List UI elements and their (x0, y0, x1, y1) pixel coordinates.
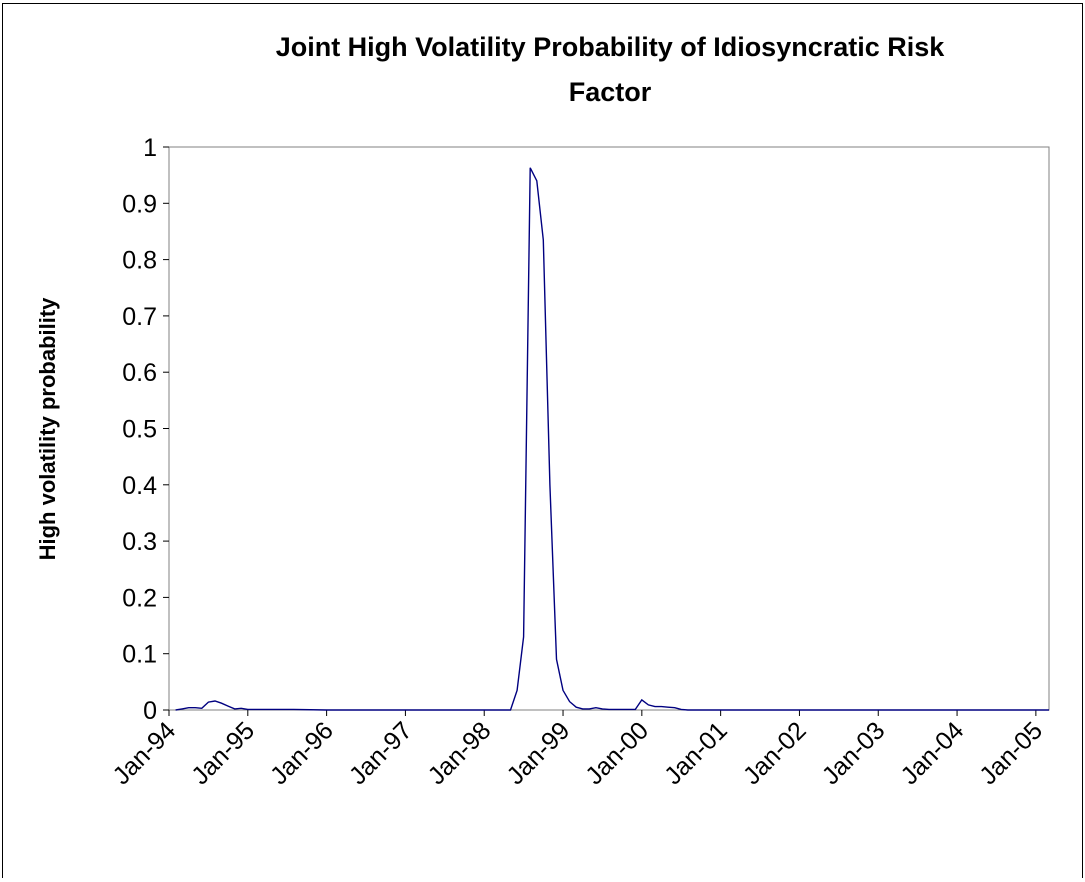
y-tick-label: 1 (143, 134, 157, 162)
y-axis-label: High volatility probability (35, 297, 60, 561)
y-tick-label: 0.8 (122, 247, 157, 275)
series-line-high-volatility (175, 167, 1049, 711)
x-tick-label: Jan-95 (186, 716, 260, 790)
x-tick-label: Jan-99 (501, 716, 575, 790)
chart-title-line-2: Factor (569, 77, 652, 107)
x-tick-label: Jan-04 (895, 716, 969, 790)
plot-area (168, 146, 1050, 711)
y-tick-label: 0 (143, 697, 157, 725)
x-tick-label: Jan-00 (580, 716, 654, 790)
y-axis-ticks: 0 0.1 0.2 0.3 0.4 0.5 0.6 0.7 0.8 0.9 1 (122, 134, 169, 725)
y-tick-label: 0.2 (122, 584, 157, 612)
chart-frame (2, 3, 1083, 878)
x-tick-label: Jan-05 (974, 716, 1048, 790)
y-tick-label: 0.9 (122, 190, 157, 218)
x-tick-label: Jan-03 (817, 716, 891, 790)
y-tick-label: 0.5 (122, 416, 157, 444)
chart-title-line-1: Joint High Volatility Probability of Idi… (276, 32, 946, 62)
x-tick-label: Jan-01 (659, 716, 733, 790)
x-axis-ticks: Jan-94 Jan-95 Jan-96 Jan-97 Jan-98 Jan-99 Jan-… (107, 710, 1048, 790)
y-tick-label: 0.7 (122, 303, 157, 331)
x-tick-label: Jan-94 (107, 716, 181, 790)
x-tick-label: Jan-97 (344, 716, 418, 790)
y-tick-label: 0.4 (122, 472, 157, 500)
y-tick-label: 0.3 (122, 528, 157, 556)
y-tick-label: 0.1 (122, 641, 157, 669)
y-tick-label: 0.6 (122, 359, 157, 387)
x-tick-label: Jan-96 (265, 716, 339, 790)
x-tick-label: Jan-02 (738, 716, 812, 790)
x-tick-label: Jan-98 (423, 716, 497, 790)
